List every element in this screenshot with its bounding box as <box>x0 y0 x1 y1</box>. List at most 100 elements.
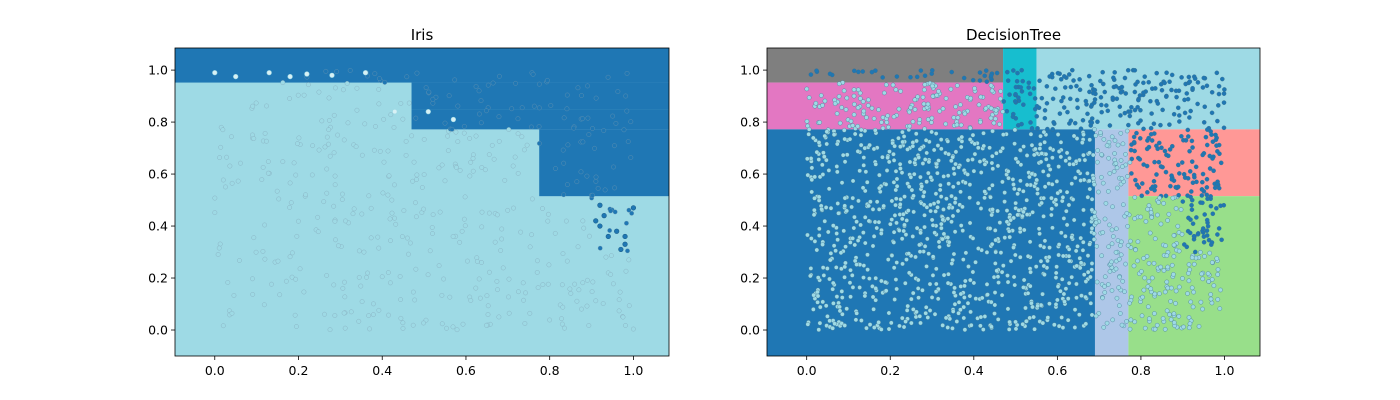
data-point <box>901 134 907 139</box>
data-point <box>806 126 812 132</box>
data-point <box>1189 285 1195 291</box>
data-point <box>1105 108 1111 114</box>
data-point <box>1219 76 1225 82</box>
data-point <box>871 234 877 239</box>
data-point <box>332 85 338 91</box>
data-point <box>265 159 271 164</box>
data-point <box>835 237 840 243</box>
data-point <box>962 278 968 284</box>
data-point <box>1063 208 1069 214</box>
data-point <box>292 312 298 318</box>
data-point <box>1038 243 1043 249</box>
data-point <box>326 127 332 133</box>
data-point <box>1041 129 1047 135</box>
data-point <box>368 205 374 211</box>
data-point <box>496 138 502 144</box>
data-point <box>982 195 987 201</box>
data-point <box>455 139 461 145</box>
data-point <box>958 189 963 195</box>
data-point <box>321 199 327 205</box>
data-point <box>287 180 293 186</box>
data-point <box>1105 189 1111 194</box>
data-point <box>1214 205 1219 211</box>
data-point <box>1011 274 1017 280</box>
data-point <box>907 109 912 115</box>
data-point <box>1083 294 1088 300</box>
data-point <box>1125 223 1130 229</box>
data-point <box>217 241 223 247</box>
data-point <box>1199 193 1205 198</box>
data-point <box>449 126 455 132</box>
data-point <box>563 218 569 224</box>
data-point <box>1159 87 1165 93</box>
data-point <box>1185 134 1191 139</box>
data-point <box>229 310 235 316</box>
data-point <box>809 177 815 183</box>
data-point <box>1069 274 1075 280</box>
data-point <box>1089 196 1095 202</box>
data-point <box>564 182 570 188</box>
data-point <box>1171 111 1177 117</box>
data-point <box>1188 189 1194 194</box>
data-point <box>1104 320 1110 326</box>
data-point <box>879 278 884 284</box>
data-point <box>992 290 998 295</box>
data-point <box>839 105 845 110</box>
data-point <box>978 170 984 175</box>
data-point <box>899 170 905 176</box>
data-point <box>1021 285 1026 290</box>
data-point <box>1074 136 1080 141</box>
data-point <box>960 228 966 233</box>
data-point <box>894 220 899 226</box>
data-point <box>1075 105 1080 111</box>
data-point <box>993 237 998 243</box>
data-point <box>1146 261 1152 266</box>
data-point <box>921 189 927 195</box>
data-point <box>1026 80 1032 86</box>
data-point <box>1060 194 1066 200</box>
data-point <box>409 133 415 139</box>
data-point <box>212 195 218 201</box>
data-point <box>559 282 565 288</box>
data-point <box>413 214 419 220</box>
data-point <box>997 220 1003 225</box>
decision-tree-plot: 0.0 0.2 0.4 0.6 0.8 1.00.00.20.40.60.81.0Deci… <box>740 26 1261 378</box>
data-point <box>1034 103 1040 109</box>
data-point <box>1188 299 1194 305</box>
data-point <box>1021 227 1027 233</box>
data-point <box>918 174 923 180</box>
data-point <box>1002 235 1008 240</box>
data-point <box>839 180 845 186</box>
data-point <box>1163 169 1169 175</box>
data-point <box>462 223 468 229</box>
data-point <box>1013 326 1019 332</box>
data-point <box>1176 248 1182 254</box>
data-point <box>400 320 406 326</box>
data-point <box>935 296 941 302</box>
data-point <box>584 277 590 283</box>
data-point <box>837 308 843 314</box>
data-point <box>857 96 863 101</box>
data-point <box>277 292 283 298</box>
chart-title: DecisionTree <box>966 26 1061 44</box>
data-point <box>1032 96 1038 101</box>
data-point <box>1164 253 1170 258</box>
data-point-class1 <box>605 233 611 240</box>
data-point <box>412 297 418 303</box>
data-point <box>938 194 944 199</box>
data-point <box>1191 233 1197 239</box>
data-point <box>611 143 617 149</box>
data-point <box>335 243 341 249</box>
data-point <box>366 193 372 199</box>
data-point <box>1171 233 1177 238</box>
data-point <box>822 98 828 104</box>
data-point <box>842 195 848 201</box>
data-point <box>922 157 928 162</box>
data-point <box>1066 280 1072 286</box>
data-point <box>877 172 882 178</box>
data-point <box>1080 117 1086 123</box>
data-point <box>860 185 866 191</box>
data-point <box>1139 181 1145 186</box>
data-point <box>820 172 826 177</box>
data-point <box>1124 128 1130 134</box>
